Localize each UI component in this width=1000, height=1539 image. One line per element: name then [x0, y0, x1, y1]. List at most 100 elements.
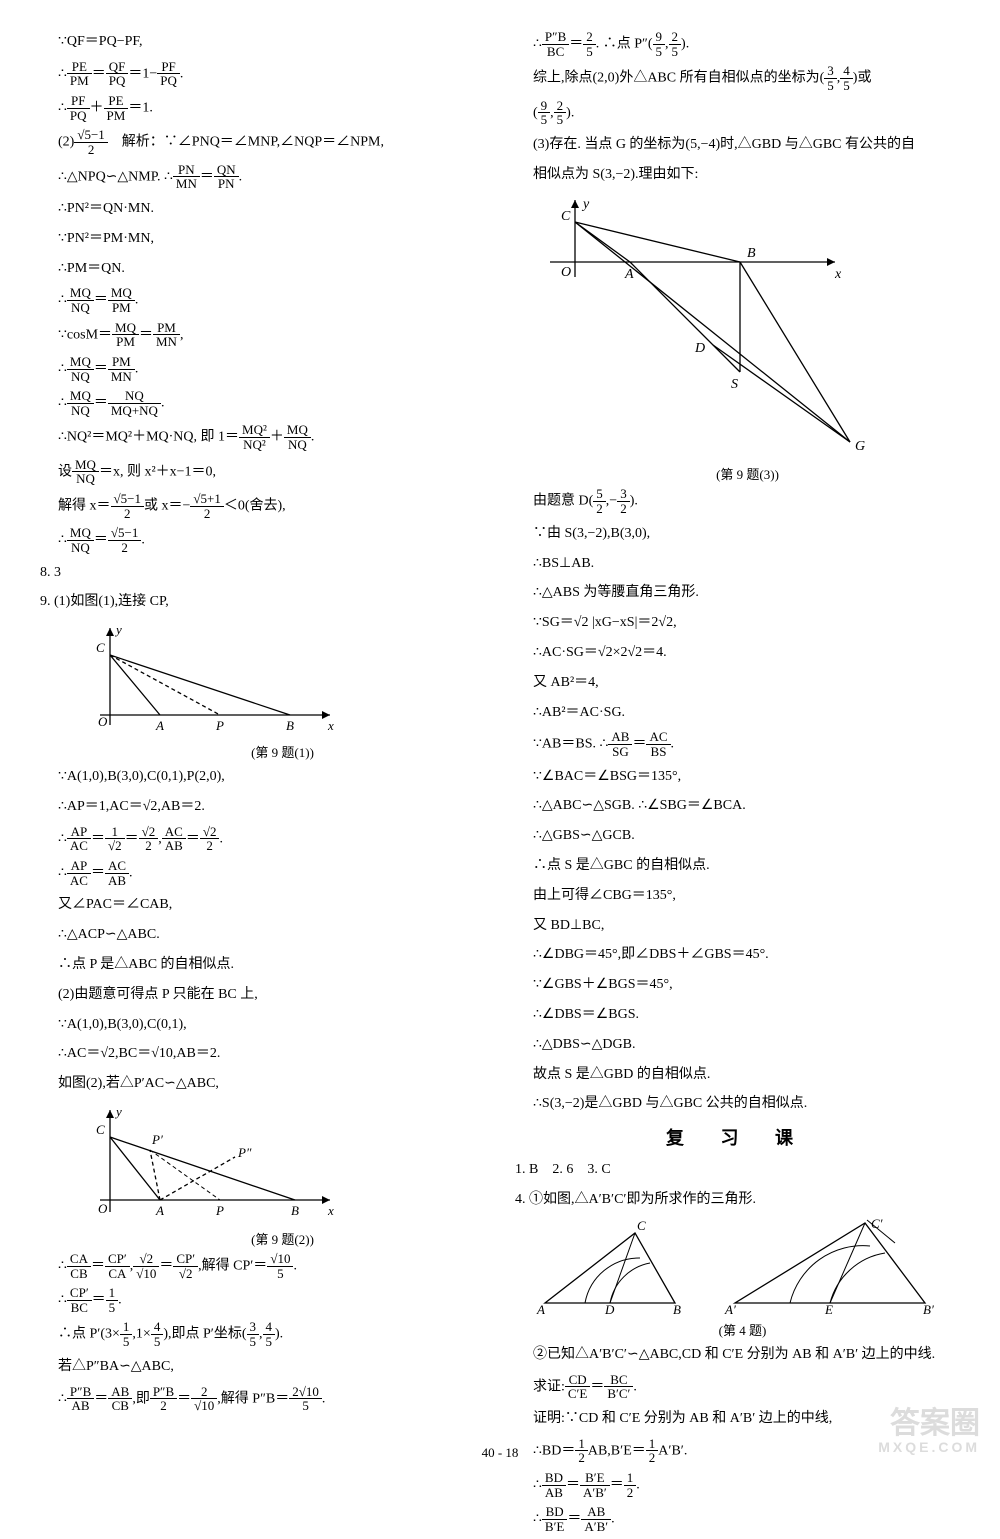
- svg-text:D: D: [604, 1302, 615, 1317]
- svg-text:B: B: [286, 718, 294, 733]
- math-line: ∵A(1,0),B(3,0),C(0,1),P(2,0),: [40, 765, 485, 789]
- svg-text:x: x: [834, 267, 842, 282]
- svg-text:A: A: [624, 267, 634, 282]
- math-line: ∴△ACP∽△ABC.: [40, 923, 485, 947]
- math-line: ∴S(3,−2)是△GBD 与△GBC 公共的自相似点.: [515, 1092, 960, 1116]
- svg-text:C′: C′: [871, 1218, 883, 1231]
- svg-text:C: C: [561, 209, 571, 224]
- svg-text:A: A: [155, 718, 164, 733]
- figure-caption: (第 4 题): [525, 1320, 960, 1339]
- svg-text:P″: P″: [237, 1145, 252, 1160]
- math-line: ∴APAC＝1√2＝√22,ACAB＝√22.: [40, 825, 485, 853]
- svg-text:O: O: [98, 1201, 108, 1216]
- svg-text:A: A: [536, 1302, 545, 1317]
- math-line: ∴CACB＝CP′CA,√2√10＝CP′√2,解得 CP′＝√105.: [40, 1252, 485, 1280]
- math-line: ∴PEPM＝QFPQ＝1−PFPQ.: [40, 60, 485, 88]
- math-line: ∴△DBS∽△DGB.: [515, 1033, 960, 1057]
- math-line: ∴APAC＝ACAB.: [40, 859, 485, 887]
- page-number: 40 - 18: [0, 1445, 1000, 1461]
- figure-4: A B C D A′ B′ C′ E (第 4 题): [525, 1218, 960, 1339]
- svg-text:O: O: [561, 265, 571, 280]
- math-line: ∴BDB′E＝ABA′B′.: [515, 1505, 960, 1533]
- figure-9-3: O A B C D S G x y (第 9 题(3)): [535, 192, 960, 483]
- section-title: 复 习 课: [515, 1124, 960, 1150]
- svg-text:x: x: [327, 718, 334, 733]
- svg-text:y: y: [581, 197, 590, 212]
- math-line: ∵QF＝PQ−PF,: [40, 30, 485, 54]
- math-line: ∴PN²＝QN·MN.: [40, 197, 485, 221]
- item-9: 9. (1)如图(1),连接 CP,: [40, 590, 485, 614]
- math-line: ∴NQ²＝MQ²＋MQ·NQ, 即 1＝MQ²NQ²＋MQNQ.: [40, 423, 485, 451]
- math-line: 设MQNQ＝x, 则 x²＋x−1＝0,: [40, 458, 485, 486]
- math-line: 若△P″BA∽△ABC,: [40, 1355, 485, 1379]
- math-line: 由上可得∠CBG＝135°,: [515, 884, 960, 908]
- figure-caption: (第 9 题(2)): [80, 1229, 485, 1248]
- math-line: ∴△GBS∽△GCB.: [515, 824, 960, 848]
- math-line: 由题意 D(52,−32).: [515, 487, 960, 515]
- math-line: ∴P″BAB＝ABCB,即P″B2＝2√10,解得 P″B＝2√105.: [40, 1385, 485, 1413]
- svg-text:B: B: [747, 246, 756, 261]
- math-line: 相似点为 S(3,−2).理由如下:: [515, 163, 960, 187]
- math-line: ∵SG＝√2 |xG−xS|＝2√2,: [515, 611, 960, 635]
- svg-text:P: P: [215, 1203, 224, 1218]
- math-line: 故点 S 是△GBD 的自相似点.: [515, 1063, 960, 1087]
- math-line: ∴MQNQ＝NQMQ+NQ.: [40, 389, 485, 417]
- svg-text:G: G: [855, 439, 865, 454]
- math-line: 又 BD⊥BC,: [515, 914, 960, 938]
- math-line: ∵由 S(3,−2),B(3,0),: [515, 522, 960, 546]
- math-line: 综上,除点(2,0)外△ABC 所有自相似点的坐标为(35,45)或: [515, 64, 960, 92]
- svg-text:y: y: [114, 622, 122, 637]
- svg-text:P: P: [215, 718, 224, 733]
- math-line: ∴CP′BC＝15.: [40, 1286, 485, 1314]
- math-line: 又 AB²＝4,: [515, 671, 960, 695]
- math-line: ∴△ABS 为等腰直角三角形.: [515, 581, 960, 605]
- watermark-sub: MXQE.COM: [878, 1440, 980, 1455]
- answer-line: 1. B 2. 6 3. C: [515, 1158, 960, 1182]
- math-line: ∴△NPQ∽△NMP. ∴PNMN＝QNPN.: [40, 163, 485, 191]
- math-line: 如图(2),若△P′AC∽△ABC,: [40, 1072, 485, 1096]
- math-line: 解得 x＝√5−12或 x＝−√5+12＜0(舍去),: [40, 492, 485, 520]
- watermark: 答案圈 MXQE.COM: [878, 1407, 980, 1455]
- math-line: ∴PFPQ＋PEPM＝1.: [40, 94, 485, 122]
- figure-caption: (第 9 题(3)): [535, 464, 960, 483]
- math-line: ∵∠GBS＋∠BGS＝45°,: [515, 973, 960, 997]
- svg-text:O: O: [98, 714, 108, 729]
- math-line: ∴△ABC∽△SGB. ∴∠SBG＝∠BCA.: [515, 794, 960, 818]
- svg-text:D: D: [694, 341, 705, 356]
- math-line: ∴MQNQ＝PMMN.: [40, 355, 485, 383]
- math-line: (3)存在. 当点 G 的坐标为(5,−4)时,△GBD 与△GBC 有公共的自: [515, 133, 960, 157]
- figure-caption: (第 9 题(1)): [80, 742, 485, 761]
- svg-text:B′: B′: [923, 1302, 934, 1317]
- math-line: 求证:CDC′E＝BCB′C′.: [515, 1373, 960, 1401]
- math-line: ∴点 S 是△GBC 的自相似点.: [515, 854, 960, 878]
- math-line: (95,25).: [515, 99, 960, 127]
- math-line: 又∠PAC＝∠CAB,: [40, 893, 485, 917]
- svg-text:C: C: [637, 1218, 646, 1233]
- math-line: ∴MQNQ＝MQPM.: [40, 286, 485, 314]
- math-line: ∴MQNQ＝√5−12.: [40, 526, 485, 554]
- watermark-main: 答案圈: [878, 1407, 980, 1440]
- math-line: ∴点 P′(3×15,1×45),即点 P′坐标(35,45).: [40, 1320, 485, 1348]
- math-line: ∴AC·SG＝√2×2√2＝4.: [515, 641, 960, 665]
- math-line: ∴P″BBC＝25. ∴点 P″(95,25).: [515, 30, 960, 58]
- math-line: ∴AC＝√2,BC＝√10,AB＝2.: [40, 1042, 485, 1066]
- svg-text:B: B: [673, 1302, 681, 1317]
- math-line: ②已知△A′B′C′∽△ABC,CD 和 C′E 分别为 AB 和 A′B′ 边…: [515, 1343, 960, 1367]
- math-line: ∵PN²＝PM·MN,: [40, 227, 485, 251]
- math-line: ∵AB＝BS. ∴ABSG＝ACBS.: [515, 730, 960, 758]
- svg-text:E: E: [824, 1302, 833, 1317]
- math-line: (2)由题意可得点 P 只能在 BC 上,: [40, 983, 485, 1007]
- svg-text:C: C: [96, 640, 105, 655]
- item-8: 8. 3: [40, 561, 485, 585]
- math-line: ∴BS⊥AB.: [515, 552, 960, 576]
- math-line: ∴BDAB＝B′EA′B′＝12.: [515, 1471, 960, 1499]
- math-line: ∴∠DBG＝45°,即∠DBS＋∠GBS＝45°.: [515, 943, 960, 967]
- math-line: ∴点 P 是△ABC 的自相似点.: [40, 953, 485, 977]
- math-line: ∵cosM＝MQPM＝PMMN,: [40, 321, 485, 349]
- svg-text:x: x: [327, 1203, 334, 1218]
- svg-text:y: y: [114, 1104, 122, 1119]
- figure-9-1: O A P B C x y (第 9 题(1)): [80, 620, 485, 761]
- left-column: ∵QF＝PQ−PF, ∴PEPM＝QFPQ＝1−PFPQ. ∴PFPQ＋PEPM…: [40, 30, 485, 1539]
- svg-text:S: S: [731, 377, 738, 392]
- math-line: ∵∠BAC＝∠BSG＝135°,: [515, 765, 960, 789]
